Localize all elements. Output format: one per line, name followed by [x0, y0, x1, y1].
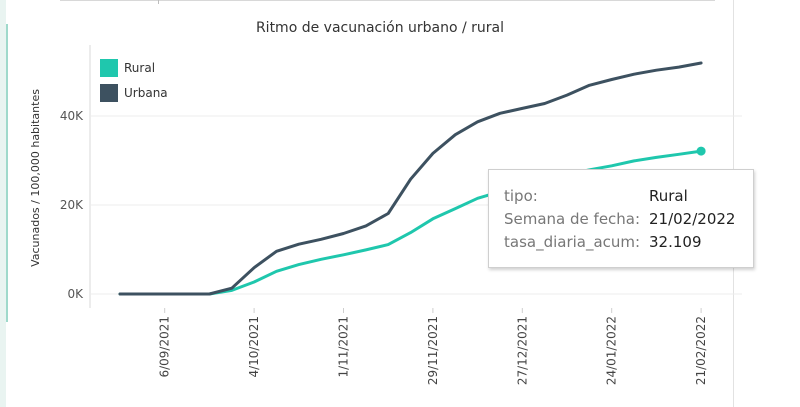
left-edge-panel: [0, 0, 6, 407]
x-tick-label: 4/10/2021: [247, 316, 261, 378]
y-axis-title: Vacunados / 100,000 habitantes: [29, 89, 42, 267]
legend-item-rural[interactable]: Rural: [100, 59, 220, 77]
legend-swatch-rural: [100, 59, 118, 77]
tooltip-row-tipo: tipo: Rural: [504, 187, 688, 205]
y-tick-label: 0K: [67, 287, 84, 301]
chart-title: Ritmo de vacunación urbano / rural: [255, 20, 505, 36]
data-tooltip: tipo: Rural Semana de fecha: 21/02/2022 …: [488, 169, 754, 268]
legend-swatch-urbana: [100, 84, 118, 102]
series-line-urbana: [118, 61, 703, 296]
y-tick-label: 40K: [60, 109, 84, 123]
x-tick-label: 21/02/2022: [694, 316, 708, 385]
highlighted-point: [696, 146, 706, 156]
y-tick-label: 20K: [60, 198, 84, 212]
legend-item-urbana[interactable]: Urbana: [100, 84, 220, 102]
x-tick-label: 24/01/2022: [605, 316, 619, 385]
tooltip-value: 32.109: [649, 233, 702, 251]
x-tick-label: 29/11/2021: [426, 316, 440, 385]
tooltip-value: Rural: [649, 187, 688, 205]
tooltip-row-semana: Semana de fecha: 21/02/2022: [504, 210, 735, 228]
top-divider-tick: [158, 0, 159, 4]
legend-label-urbana: Urbana: [124, 86, 168, 100]
tooltip-value: 21/02/2022: [649, 210, 736, 228]
tooltip-key: tasa_diaria_acum:: [504, 233, 641, 251]
tooltip-row-tasa: tasa_diaria_acum: 32.109: [504, 233, 702, 251]
legend-label-rural: Rural: [124, 61, 156, 75]
tooltip-key: Semana de fecha:: [504, 210, 641, 228]
x-tick-label: 27/12/2021: [515, 316, 529, 385]
x-tick-label: 6/09/2021: [158, 316, 172, 378]
top-divider: [60, 0, 715, 1]
left-edge-accent: [6, 24, 8, 322]
x-tick-label: 1/11/2021: [337, 316, 351, 378]
tooltip-key: tipo:: [504, 187, 538, 205]
